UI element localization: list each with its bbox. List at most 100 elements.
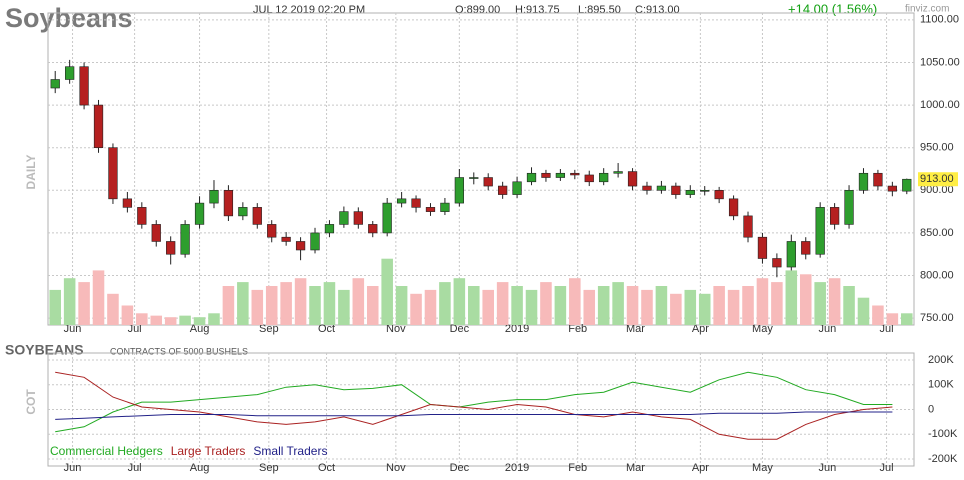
volume-bar xyxy=(554,286,567,325)
candle-body xyxy=(65,66,75,80)
volume-bar xyxy=(453,278,466,325)
volume-bar xyxy=(713,286,725,325)
x-tick-label: Jun xyxy=(64,323,82,335)
x-tick-label: 2019 xyxy=(505,462,529,474)
candle-body xyxy=(252,207,262,225)
x-tick-label: May xyxy=(752,462,773,474)
y-tick-label: 800.00 xyxy=(920,269,954,281)
candle-body xyxy=(801,241,811,255)
candle-body xyxy=(324,224,335,234)
candle-body xyxy=(469,177,479,179)
candle-body xyxy=(122,198,133,208)
volume-bar xyxy=(482,289,494,325)
x-tick-label: Aug xyxy=(190,323,210,335)
x-tick-label: Dec xyxy=(450,323,470,335)
volume-bar xyxy=(193,317,206,325)
y-tick-label: -100K xyxy=(928,428,958,440)
volume-bar xyxy=(828,278,841,325)
x-tick-label: Nov xyxy=(386,323,406,335)
candle-body xyxy=(700,190,710,192)
candle-body xyxy=(151,224,161,242)
y-tick-label: 200K xyxy=(928,354,954,366)
volume-bar xyxy=(381,258,393,325)
site-label: finviz.com xyxy=(905,4,949,15)
volume-bar xyxy=(785,270,798,325)
volume-bar xyxy=(511,286,523,325)
x-tick-label: Jun xyxy=(819,323,837,335)
legend-entry: Small Traders xyxy=(253,444,327,458)
candle-body xyxy=(873,172,883,187)
volume-bar xyxy=(237,282,249,325)
volume-bar xyxy=(843,286,855,325)
volume-bar xyxy=(684,289,697,325)
y-tick-label: 1000.00 xyxy=(920,99,960,111)
x-tick-label: Feb xyxy=(568,462,587,474)
candle-body xyxy=(93,104,104,148)
x-tick-label: Aug xyxy=(190,462,210,474)
y-tick-label: 0 xyxy=(928,403,934,415)
volume-bar xyxy=(352,278,365,325)
x-tick-label: Mar xyxy=(626,323,645,335)
x-tick-label: Oct xyxy=(318,462,335,474)
x-tick-label: Nov xyxy=(386,462,406,474)
candle-body xyxy=(599,172,609,183)
volume-bar xyxy=(366,286,379,325)
x-tick-label: Jul xyxy=(880,462,894,474)
x-tick-label: May xyxy=(752,323,773,335)
volume-bar xyxy=(901,313,913,325)
x-tick-label: Jul xyxy=(128,323,142,335)
x-tick-label: Sep xyxy=(259,462,279,474)
volume-bar xyxy=(698,293,711,325)
candle-body xyxy=(425,207,436,212)
volume-bar xyxy=(583,289,596,325)
candle-body xyxy=(238,207,248,217)
candle-body xyxy=(137,207,147,225)
y-tick-label: 1050.00 xyxy=(920,56,960,68)
candle-body xyxy=(902,178,912,192)
candle-body xyxy=(267,224,277,238)
cot-subtitle: CONTRACTS OF 5000 BUSHELS xyxy=(110,346,248,356)
volume-bar xyxy=(525,289,538,325)
x-tick-label: Sep xyxy=(259,323,279,335)
volume-bar xyxy=(742,286,754,325)
candle-body xyxy=(844,190,854,225)
volume-bar xyxy=(294,278,307,325)
x-tick-label: Feb xyxy=(568,323,587,335)
candle-body xyxy=(310,232,320,251)
candle-body xyxy=(584,174,594,183)
volume-bar xyxy=(886,313,899,325)
date-label: JUL 12 2019 02:20 PM xyxy=(253,4,365,16)
low-label: L:895.50 xyxy=(578,4,621,16)
volume-bar xyxy=(323,282,336,325)
volume-bar xyxy=(410,293,422,325)
volume-bar xyxy=(63,278,76,325)
change-label: +14.00 (1.56%) xyxy=(788,1,877,16)
volume-bar xyxy=(814,282,826,325)
volume-bar xyxy=(309,286,321,325)
x-tick-label: 2019 xyxy=(505,323,529,335)
x-tick-label: Apr xyxy=(692,462,709,474)
x-tick-label: Jun xyxy=(64,462,82,474)
volume-bar xyxy=(78,282,90,325)
volume-bar xyxy=(597,286,610,325)
x-tick-label: Apr xyxy=(692,323,709,335)
y-axis-label: DAILY xyxy=(24,155,38,190)
candle-body xyxy=(382,202,392,234)
volume-bar xyxy=(439,282,451,325)
volume-bar xyxy=(251,289,264,325)
y-tick-label: 1100.00 xyxy=(920,14,959,26)
volume-bar xyxy=(569,278,581,325)
volume-bar xyxy=(107,293,119,325)
candle-body xyxy=(757,236,768,259)
x-tick-label: Jul xyxy=(880,323,894,335)
candle-body xyxy=(714,190,724,200)
candle-body xyxy=(108,147,118,200)
candle-body xyxy=(483,177,493,187)
candle-body xyxy=(353,211,363,225)
volume-bar xyxy=(150,315,163,325)
candle-body xyxy=(411,198,421,208)
volume-bar xyxy=(280,282,292,325)
open-label: O:899.00 xyxy=(455,4,500,16)
cot-line xyxy=(55,371,893,433)
